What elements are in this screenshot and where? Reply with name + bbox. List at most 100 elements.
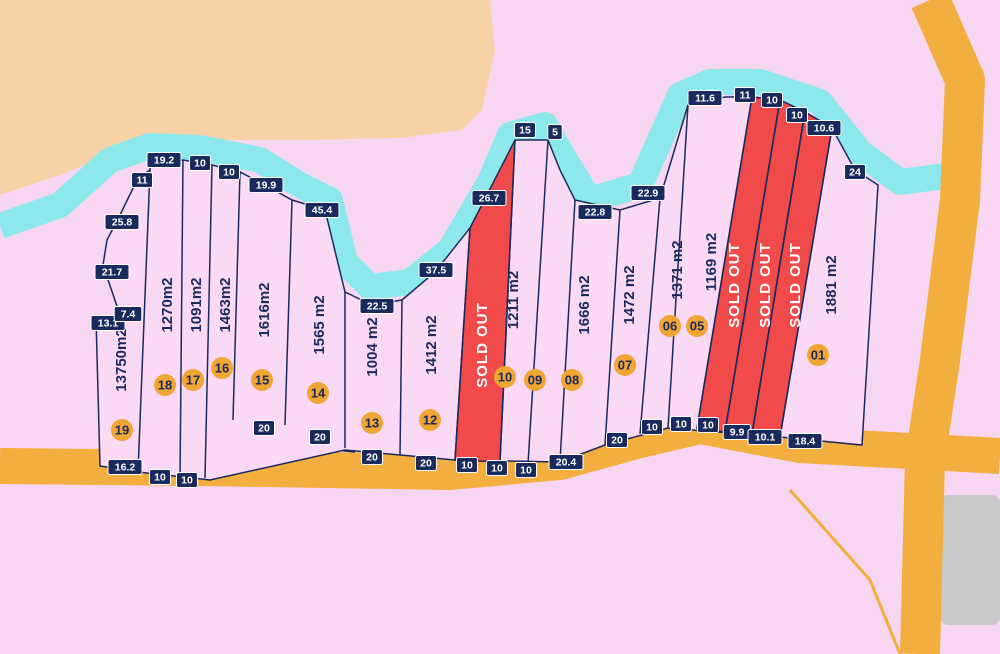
dimension-box <box>104 214 140 230</box>
plot-number: 05 <box>690 318 704 333</box>
dimension-box <box>113 306 143 322</box>
dimension-box <box>418 262 454 278</box>
plot-divider <box>204 164 213 479</box>
dimension-label: 10 <box>520 464 532 476</box>
plot-badge <box>686 315 708 337</box>
dimension-box <box>456 457 478 473</box>
dimension-label: 10 <box>791 109 803 121</box>
dimension-box <box>514 122 536 138</box>
dimension-label: 13.1 <box>98 317 119 329</box>
plot-number: 10 <box>498 369 512 384</box>
dimension-box <box>687 90 723 106</box>
dimension-label: 10 <box>194 157 206 169</box>
plot-number: 06 <box>663 318 677 333</box>
plot-number: 12 <box>423 412 437 427</box>
dimension-label: 10.6 <box>814 122 835 134</box>
dimension-box <box>248 177 284 193</box>
dimension-label: 20.4 <box>556 456 577 468</box>
plot-badge <box>659 315 681 337</box>
river <box>0 69 947 300</box>
plot-area: 1565 m2 <box>311 295 328 354</box>
dimension-box <box>94 264 130 280</box>
dimension-label: 19.2 <box>154 154 175 166</box>
plot-area: 1616m2 <box>256 282 273 337</box>
plot-area: 1666 m2 <box>576 275 593 334</box>
dimension-box <box>786 107 808 123</box>
dimension-label: 7.4 <box>121 308 136 320</box>
dimension-box <box>761 92 783 108</box>
side-road <box>900 0 985 654</box>
plot-divider <box>779 127 833 438</box>
dimension-label: 10 <box>181 474 193 486</box>
plot-area: 1371 m2 <box>669 240 686 299</box>
dimension-box <box>787 433 823 449</box>
plot-area: 1004 m2 <box>364 317 381 376</box>
dimension-box <box>359 298 395 314</box>
dimension-label: 11 <box>739 89 750 101</box>
plot-layer: 19 13750m2 18 1270m2 17 1091m2 16 1463m2 15 1616m… <box>90 87 866 488</box>
plot-divider <box>559 199 576 463</box>
plot-divider <box>724 99 781 433</box>
plot-divider <box>454 227 471 461</box>
dimension-label: 15 <box>519 124 531 136</box>
dimension-label: 16.2 <box>115 461 136 473</box>
dimension-label: 20 <box>258 422 270 434</box>
dimension-label: 26.7 <box>479 192 500 204</box>
plot-area: 1270m2 <box>159 277 176 332</box>
plot-number: 18 <box>158 377 172 392</box>
dimension-label: 10 <box>491 462 503 474</box>
plot-badge <box>307 382 329 404</box>
plot-number: 13 <box>365 415 379 430</box>
plot-badge <box>419 409 441 431</box>
dimension-box <box>547 124 563 140</box>
plot-number: 17 <box>186 372 200 387</box>
dimension-label: 25.8 <box>112 216 133 228</box>
dimension-label: 21.7 <box>102 266 123 278</box>
plot-badge <box>211 357 233 379</box>
dimension-label: 11.6 <box>695 92 715 104</box>
plot-area: 1472 m2 <box>621 265 638 324</box>
plot-number: 08 <box>565 372 579 387</box>
dimension-label: 37.5 <box>426 264 447 276</box>
dimension-label: 11 <box>136 174 147 186</box>
small-road <box>788 489 902 654</box>
dimension-label: 10 <box>646 421 658 433</box>
dimension-box <box>415 455 437 471</box>
plot-divider <box>604 209 621 446</box>
plot-divider <box>751 111 806 435</box>
plot-badge <box>154 374 176 396</box>
dimension-box <box>146 152 182 168</box>
dimension-label: 10 <box>675 418 687 430</box>
plot-area: 1881 m2 <box>823 255 840 314</box>
dimension-box <box>218 164 240 180</box>
plot-number: 14 <box>311 385 326 400</box>
plot-area: 1169 m2 <box>703 233 720 291</box>
plot-badge <box>251 369 273 391</box>
dimension-box <box>515 462 537 478</box>
dimension-label: 20 <box>611 434 623 446</box>
sold-label: SOLD OUT <box>757 242 774 328</box>
dimension-box <box>734 87 756 103</box>
plot-number: 07 <box>618 357 632 372</box>
dimension-label: 20 <box>420 457 432 469</box>
plot-badge <box>524 369 546 391</box>
dimension-box <box>471 190 507 206</box>
dimension-box <box>131 172 153 188</box>
dimension-label: 9.9 <box>730 426 745 438</box>
dimension-box <box>548 454 584 470</box>
plot-divider <box>639 197 661 435</box>
dimension-label: 20 <box>366 451 378 463</box>
sold-label: SOLD OUT <box>787 242 804 328</box>
plot-area: 1463m2 <box>217 277 234 332</box>
dimension-label: 22.8 <box>585 206 606 218</box>
dimension-box <box>149 469 171 485</box>
dimension-box <box>486 460 508 476</box>
plot-number: 01 <box>811 347 825 362</box>
dimension-box <box>747 429 783 445</box>
dimension-box <box>606 432 628 448</box>
dimension-box <box>176 472 198 488</box>
dimension-label: 10 <box>223 166 235 178</box>
dimension-box <box>670 416 692 432</box>
plot-badge <box>182 369 204 391</box>
dimension-box <box>697 417 719 433</box>
